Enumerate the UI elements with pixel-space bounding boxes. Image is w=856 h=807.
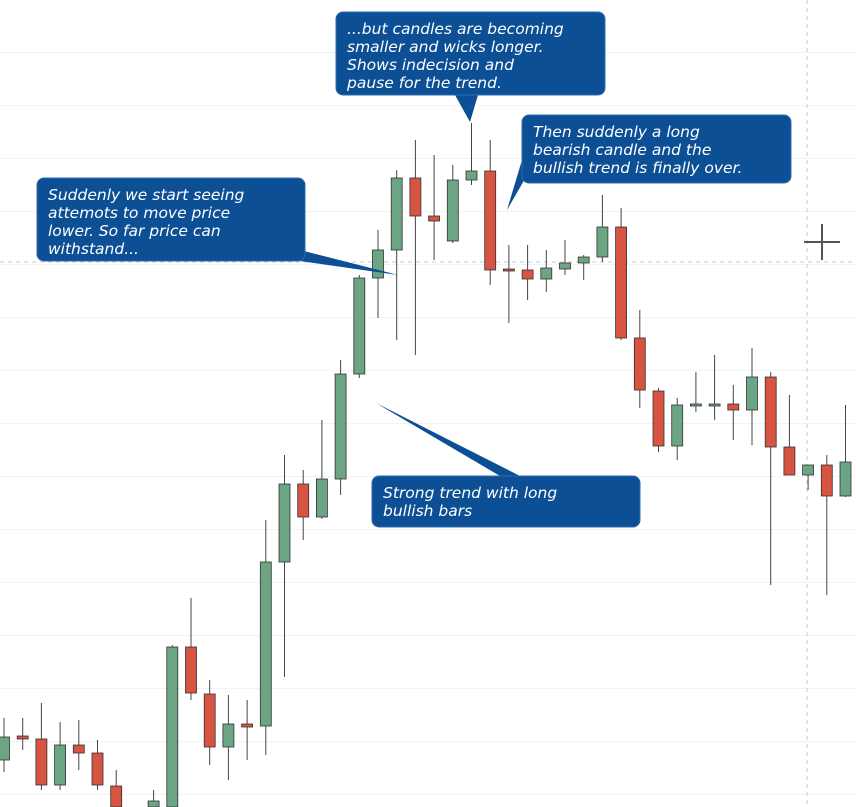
candle-body [203, 693, 216, 748]
annotation-box [521, 114, 792, 184]
candle-body [110, 785, 123, 807]
candle-body [241, 723, 254, 728]
candle-body [35, 738, 48, 786]
annotation-text: bearish candle and the [533, 141, 711, 159]
annotation-text: smaller and wicks longer. [347, 38, 544, 56]
candle-body [540, 267, 553, 280]
candle-body [465, 170, 478, 181]
candle-body [671, 404, 684, 447]
candle-body [727, 403, 740, 411]
candle-body [484, 170, 497, 271]
candle-body [409, 177, 422, 217]
candle-body [839, 461, 852, 497]
candle-body [372, 249, 384, 279]
candle-body [334, 373, 347, 480]
candle-body [222, 723, 235, 748]
candle-body [185, 646, 197, 694]
candle-body [746, 376, 758, 411]
candle-body [166, 646, 179, 807]
annotation-text: Shows indecision and [347, 56, 514, 74]
candle-body [559, 262, 571, 270]
candle-body [521, 269, 534, 280]
annotation-text: ...but candles are becoming [347, 20, 564, 38]
annotation-text: bullish trend is finally over. [533, 159, 742, 177]
annotation-text: attemots to move price [48, 204, 230, 222]
annotation-text: pause for the trend. [346, 74, 502, 92]
candle-body [259, 561, 272, 727]
candle-body [91, 752, 104, 786]
candle-body [690, 403, 702, 407]
annotation-text: Strong trend with long [383, 484, 557, 502]
candle-body [764, 376, 777, 448]
candle-body [315, 478, 328, 518]
candle-body [502, 268, 515, 272]
annotation-text: lower. So far price can [48, 222, 221, 240]
candle-body [633, 337, 646, 391]
candle-body [615, 226, 627, 339]
annotation-pointer [455, 95, 478, 122]
annotation-pointer [376, 403, 520, 476]
candle-body [72, 744, 85, 754]
annotation-text: Suddenly we start seeing [48, 186, 245, 204]
candle-body [652, 390, 665, 447]
cursor [804, 224, 840, 260]
annotation-text: withstand... [48, 240, 139, 258]
candle-body [0, 736, 10, 761]
candle-body [353, 277, 366, 375]
annotation-text: Then suddenly a long [533, 123, 700, 141]
candle-body [428, 215, 441, 222]
annotation-text: bullish bars [383, 502, 472, 520]
candle-body [16, 735, 29, 740]
candle-body [708, 403, 721, 407]
candle-body [147, 800, 160, 807]
annotation-box [371, 475, 641, 528]
candle-body [577, 256, 590, 264]
annotation-box [335, 11, 606, 96]
candle-body [596, 226, 609, 258]
candle-body [297, 483, 310, 518]
candle-body [278, 483, 291, 563]
candle-body [54, 744, 66, 786]
candle-body [820, 464, 833, 497]
candle-body [390, 177, 403, 251]
candle-body [446, 179, 459, 242]
candle-body [802, 464, 814, 476]
annotation-pointer [300, 250, 398, 275]
candle-body [783, 446, 796, 476]
annotation-box [36, 177, 306, 262]
candles [0, 123, 852, 807]
